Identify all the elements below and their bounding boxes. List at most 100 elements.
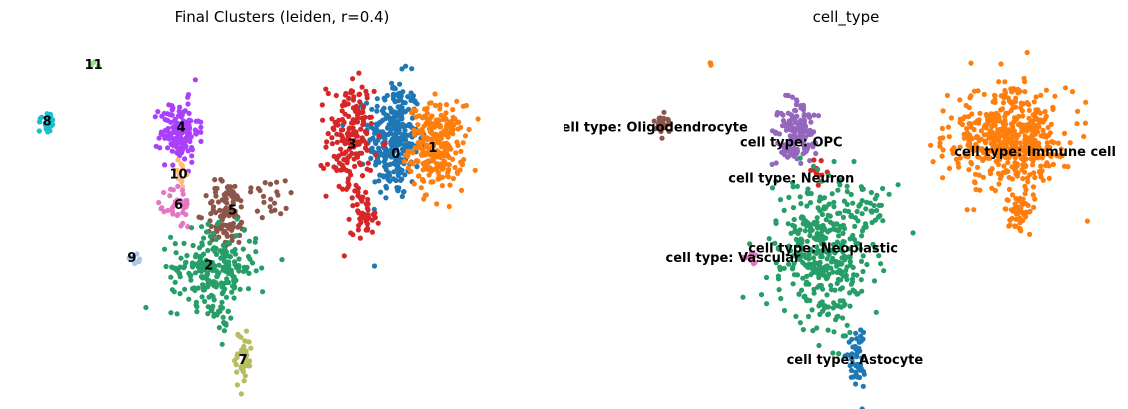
data-point — [184, 126, 190, 132]
data-point — [356, 150, 363, 156]
data-point — [271, 200, 278, 206]
data-point — [1013, 165, 1019, 171]
data-point — [975, 88, 981, 94]
data-point — [815, 182, 821, 188]
data-point — [198, 259, 204, 265]
data-point — [1024, 148, 1030, 154]
point-group-cell-type-astocyte — [842, 327, 867, 409]
data-point — [255, 185, 261, 192]
data-point — [830, 269, 836, 275]
data-point — [412, 128, 418, 134]
data-point — [260, 289, 266, 295]
data-point — [445, 174, 451, 180]
cluster-label-0: 0 — [391, 147, 400, 162]
data-point — [398, 107, 404, 113]
data-point — [968, 93, 974, 99]
data-point — [173, 130, 179, 136]
data-point — [359, 84, 365, 90]
data-point — [346, 126, 352, 132]
data-point — [1038, 133, 1044, 139]
data-point — [388, 107, 394, 113]
data-point — [854, 351, 860, 357]
data-point — [853, 369, 859, 375]
data-point — [183, 259, 189, 265]
data-point — [811, 219, 817, 225]
data-point — [814, 172, 820, 178]
data-point — [804, 298, 810, 304]
data-point — [414, 164, 420, 170]
cluster-label-cell-type-vascular: cell type: Vascular — [666, 251, 802, 266]
point-group-7 — [232, 328, 254, 397]
data-point — [354, 201, 360, 208]
data-point — [835, 187, 841, 193]
data-point — [1032, 155, 1038, 161]
data-point — [246, 358, 253, 364]
data-point — [219, 284, 225, 290]
data-point — [800, 327, 806, 333]
data-point — [176, 108, 182, 114]
data-point — [182, 286, 188, 292]
data-point — [968, 60, 974, 66]
data-point — [850, 287, 856, 293]
data-point — [159, 113, 165, 119]
data-point — [844, 322, 850, 328]
data-point — [1016, 225, 1023, 231]
data-point — [1013, 116, 1019, 122]
data-point — [785, 110, 791, 116]
data-point — [788, 248, 794, 254]
data-point — [847, 236, 853, 242]
data-point — [393, 156, 400, 163]
data-point — [362, 129, 368, 135]
chart-title: cell_type — [812, 8, 880, 26]
data-point — [189, 159, 195, 165]
data-point — [790, 253, 796, 259]
data-point — [1005, 110, 1011, 116]
data-point — [809, 307, 815, 313]
data-point — [227, 254, 234, 260]
data-point — [850, 200, 856, 206]
data-point — [855, 291, 861, 297]
data-point — [815, 166, 821, 173]
data-point — [205, 221, 211, 227]
data-point — [453, 150, 459, 156]
data-point — [776, 131, 782, 137]
data-point — [177, 146, 183, 152]
data-point — [966, 167, 972, 173]
data-point — [1001, 163, 1007, 169]
data-point — [236, 256, 242, 262]
data-point — [184, 171, 190, 178]
data-point — [458, 187, 465, 193]
data-point — [268, 196, 274, 202]
data-point — [802, 135, 808, 141]
data-point — [1046, 175, 1052, 181]
data-point — [820, 302, 826, 308]
data-point — [818, 254, 824, 260]
data-point — [207, 240, 213, 246]
data-point — [949, 147, 955, 153]
data-point — [181, 109, 187, 115]
data-point — [333, 92, 339, 99]
data-point — [234, 382, 240, 388]
data-point — [346, 146, 352, 152]
data-point — [370, 135, 376, 141]
data-point — [940, 175, 946, 181]
point-group-cell-type-neoplastic — [859, 182, 901, 224]
data-point — [363, 215, 370, 221]
data-point — [790, 264, 796, 270]
data-point — [1017, 140, 1023, 146]
data-point — [188, 277, 194, 283]
data-point — [945, 124, 951, 130]
data-point — [964, 207, 970, 213]
data-point — [356, 223, 362, 229]
data-point — [1057, 154, 1063, 160]
data-point — [811, 286, 817, 292]
data-point — [450, 175, 456, 182]
data-point — [431, 143, 437, 149]
data-point — [205, 311, 211, 317]
data-point — [198, 268, 205, 274]
data-point — [371, 263, 378, 269]
data-point — [409, 110, 415, 116]
data-point — [844, 352, 850, 358]
data-point — [999, 106, 1006, 112]
data-point — [814, 215, 820, 221]
